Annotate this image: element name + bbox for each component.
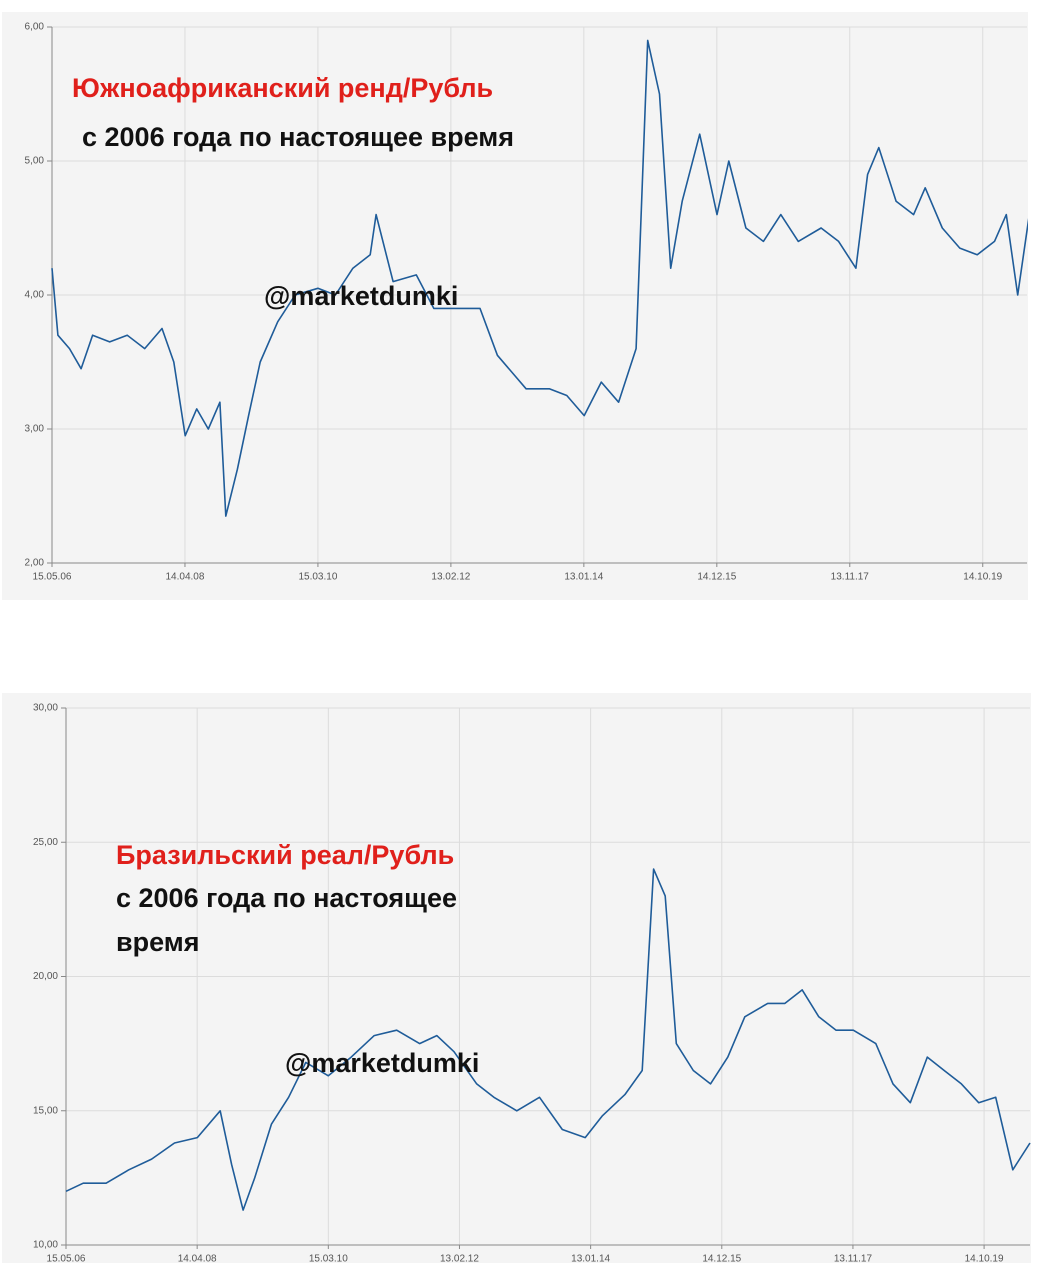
x-tick-label: 14.10.19 <box>963 572 1002 583</box>
chart: 2,00 3,00 4,00 5,00 6,00 15.05.06 14.04.08 15.0… <box>25 22 1028 583</box>
x-tick-label: 13.01.14 <box>564 572 603 583</box>
data-line <box>51 39 1028 517</box>
annotation: @marketdumki <box>285 1048 480 1078</box>
y-tick-label: 20,00 <box>33 971 58 982</box>
chart-subtitle: с 2006 года по настоящее время <box>82 122 514 152</box>
chart-panel: 10,00 15,00 20,00 25,00 30,00 15.05.06 14.04.0… <box>2 693 1031 1263</box>
y-tick-label: 2,00 <box>25 558 45 569</box>
chart-title: Южноафриканский ренд/Рубль <box>72 73 494 103</box>
x-tick-label: 13.01.14 <box>571 1254 610 1263</box>
x-tick-label: 14.10.19 <box>965 1254 1004 1263</box>
x-tick-label: 15.03.10 <box>298 572 337 583</box>
y-tick-label: 15,00 <box>33 1105 58 1116</box>
y-tick-label: 3,00 <box>25 424 45 435</box>
x-tick-label: 13.02.12 <box>440 1254 479 1263</box>
x-tick-label: 15.03.10 <box>309 1254 348 1263</box>
chart: 10,00 15,00 20,00 25,00 30,00 15.05.06 14.04.0… <box>33 703 1031 1263</box>
y-tick-label: 30,00 <box>33 703 58 714</box>
x-tick-label: 14.12.15 <box>702 1254 741 1263</box>
x-tick-label: 15.05.06 <box>33 572 72 583</box>
x-tick-label: 15.05.06 <box>47 1254 86 1263</box>
y-tick-label: 5,00 <box>25 156 45 167</box>
chart-subtitle: с 2006 года по настоящее время <box>116 883 457 957</box>
x-tick-label: 13.11.17 <box>834 1254 873 1263</box>
x-tick-label: 14.04.08 <box>178 1254 217 1263</box>
x-tick-label: 14.12.15 <box>697 572 736 583</box>
chart-panel: 2,00 3,00 4,00 5,00 6,00 15.05.06 14.04.08 15.0… <box>2 12 1028 600</box>
y-tick-label: 25,00 <box>33 837 58 848</box>
chart-title: Бразильский реал/Рубль <box>116 840 455 870</box>
annotation: @marketdumki <box>264 281 459 311</box>
y-tick-label: 4,00 <box>25 290 45 301</box>
x-tick-label: 13.11.17 <box>831 572 870 583</box>
y-tick-label: 10,00 <box>33 1240 58 1251</box>
y-tick-label: 6,00 <box>25 22 45 33</box>
x-tick-label: 14.04.08 <box>165 572 204 583</box>
x-tick-label: 13.02.12 <box>431 572 470 583</box>
data-line <box>65 868 1031 1211</box>
